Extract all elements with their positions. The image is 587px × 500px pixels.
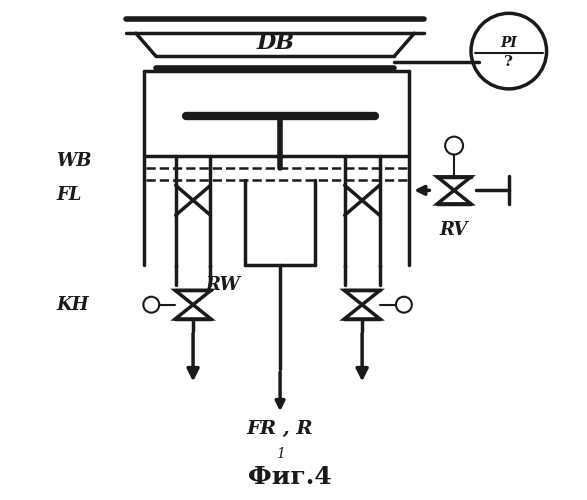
Text: RW: RW [205,276,240,294]
Text: WB: WB [56,152,92,170]
Text: RV: RV [440,221,468,239]
Text: PI: PI [500,36,517,50]
Text: DB: DB [256,32,294,54]
Text: Фиг.4: Фиг.4 [248,464,332,488]
Text: 1: 1 [276,447,285,461]
Text: FR , R: FR , R [247,420,313,438]
Text: KH: KH [56,296,89,314]
Text: ?: ? [504,55,513,69]
Text: FL: FL [56,186,82,204]
